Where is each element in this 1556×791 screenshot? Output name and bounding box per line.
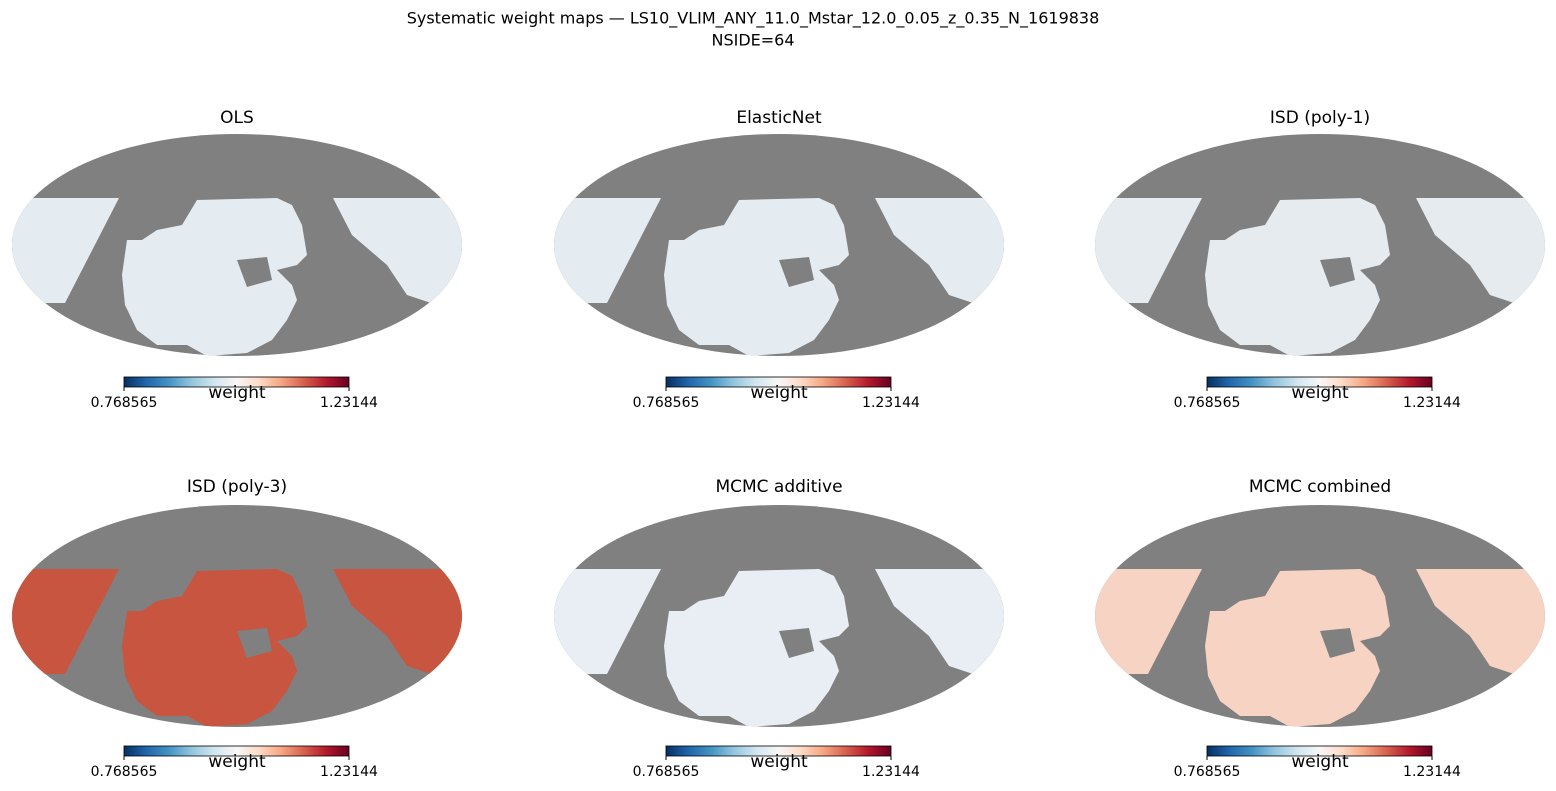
footprint-region — [333, 198, 462, 305]
sky-map — [12, 134, 462, 356]
colorbar-tick-label: 1.23144 — [862, 764, 920, 780]
colorbar-tick-label: 0.768565 — [91, 395, 158, 411]
sky-map — [554, 505, 1004, 727]
colorbar-tick-label: 1.23144 — [1403, 395, 1461, 411]
footprint-region — [122, 569, 307, 727]
footprint-hole — [779, 628, 814, 658]
footprint-hole — [1320, 628, 1355, 658]
footprint-region — [1095, 198, 1202, 303]
footprint-hole — [237, 628, 272, 658]
panel-title: MCMC combined — [1249, 477, 1391, 497]
footprint-region — [1205, 569, 1390, 727]
footprint — [1095, 569, 1545, 727]
footprint-region — [664, 198, 849, 356]
colorbar-label: weight — [750, 752, 808, 772]
panel-title: OLS — [220, 108, 254, 128]
colorbar — [1206, 376, 1433, 388]
footprint-region — [875, 198, 1004, 305]
sky-map — [12, 505, 462, 727]
sky-map — [554, 134, 1004, 356]
footprint-region — [1416, 569, 1545, 676]
colorbar-tick-label: 0.768565 — [91, 764, 158, 780]
footprint-region — [122, 198, 307, 356]
footprint-region — [333, 569, 462, 676]
sky-map — [1095, 505, 1545, 727]
footprint-region — [554, 569, 661, 674]
colorbar-tick-label: 1.23144 — [320, 395, 378, 411]
footprint-hole — [1320, 257, 1355, 287]
panel-title: MCMC additive — [715, 477, 842, 497]
footprint — [12, 569, 462, 727]
footprint-hole — [237, 257, 272, 287]
colorbar — [123, 376, 350, 388]
colorbar-tick-label: 0.768565 — [633, 764, 700, 780]
colorbar-label: weight — [208, 752, 266, 772]
footprint-region — [1095, 569, 1202, 674]
colorbar-label: weight — [750, 383, 808, 403]
colorbar-label: weight — [1291, 752, 1349, 772]
colorbar-tick-label: 1.23144 — [862, 395, 920, 411]
colorbar-label: weight — [208, 383, 266, 403]
colorbar — [1206, 745, 1433, 757]
colorbar-tick-label: 0.768565 — [1174, 395, 1241, 411]
colorbar — [123, 745, 350, 757]
colorbar — [665, 376, 892, 388]
colorbar-label: weight — [1291, 383, 1349, 403]
colorbar-tick-label: 0.768565 — [633, 395, 700, 411]
footprint-region — [1205, 198, 1390, 356]
footprint — [554, 569, 1004, 727]
footprint-region — [12, 569, 119, 674]
footprint-region — [554, 198, 661, 303]
footprint-hole — [779, 257, 814, 287]
colorbar-tick-label: 1.23144 — [320, 764, 378, 780]
footprint — [1095, 198, 1545, 356]
footprint-region — [12, 198, 119, 303]
colorbar-tick-label: 1.23144 — [1403, 764, 1461, 780]
panel-title: ElasticNet — [736, 108, 822, 128]
colorbar-tick-label: 0.768565 — [1174, 764, 1241, 780]
footprint-region — [1416, 198, 1545, 305]
footprint — [554, 198, 1004, 356]
footprint — [12, 198, 462, 356]
figure-title: Systematic weight maps — LS10_VLIM_ANY_1… — [407, 9, 1100, 29]
sky-map — [1095, 134, 1545, 356]
colorbar — [665, 745, 892, 757]
panel-title: ISD (poly-3) — [187, 477, 287, 497]
figure-subtitle: NSIDE=64 — [711, 31, 794, 50]
panel-title: ISD (poly-1) — [1270, 108, 1370, 128]
footprint-region — [875, 569, 1004, 676]
footprint-region — [664, 569, 849, 727]
